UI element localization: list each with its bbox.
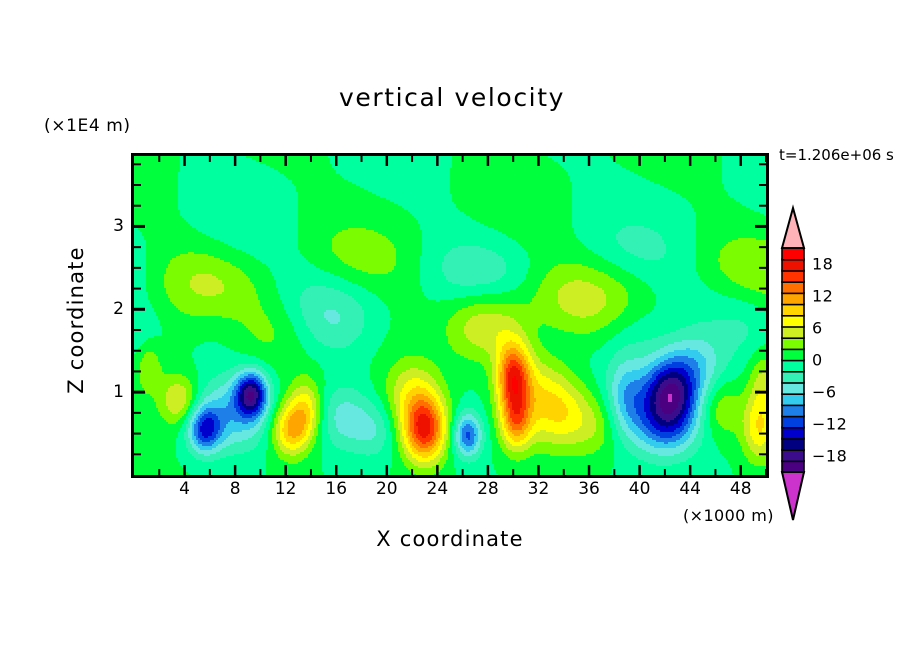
x-tick-label: 4 — [179, 479, 190, 499]
colorbar-band — [781, 269, 805, 283]
x-tick-label: 36 — [578, 479, 600, 499]
colorbar-band — [781, 359, 805, 373]
colorbar-band — [781, 437, 805, 451]
colorbar-band — [781, 370, 805, 384]
x-tick-label: 48 — [729, 479, 752, 499]
x-tick-label: 12 — [274, 479, 297, 499]
colorbar-band — [781, 258, 805, 272]
y-tick-label: 3 — [113, 216, 124, 237]
colorbar-band — [781, 336, 805, 351]
colorbar-band — [781, 280, 805, 295]
y-tick-label: 2 — [113, 299, 124, 320]
colorbar[interactable] — [780, 204, 806, 521]
x-tick-label: 28 — [477, 479, 499, 499]
colorbar-tick-label: 18 — [812, 254, 834, 274]
colorbar-band — [781, 392, 805, 407]
x-axis-unit-label: (×1000 m) — [683, 506, 774, 525]
colorbar-over-arrow — [780, 204, 806, 249]
colorbar-band — [781, 347, 805, 362]
x-tick-label: 16 — [325, 479, 348, 499]
x-tick-label: 44 — [679, 479, 701, 499]
x-tick-label: 24 — [426, 479, 449, 499]
timestamp-label: t=1.206e+06 s — [779, 146, 894, 164]
colorbar-band — [781, 459, 805, 474]
colorbar-band — [781, 291, 805, 306]
page-title: vertical velocity — [338, 83, 566, 112]
colorbar-tick-label: −18 — [812, 446, 848, 466]
colorbar-band — [781, 426, 805, 440]
colorbar-band — [781, 314, 805, 328]
axes-frame — [131, 153, 769, 478]
colorbar-band — [781, 325, 805, 339]
colorbar-tick-label: 12 — [812, 286, 834, 306]
colorbar-tick-label: −12 — [812, 414, 848, 434]
x-axis-title: X coordinate — [376, 527, 524, 551]
x-tick-label: 20 — [375, 479, 398, 499]
y-tick-labels: 1 2 3 — [96, 0, 124, 654]
x-tick-label: 32 — [527, 479, 550, 499]
colorbar-band — [781, 403, 805, 418]
colorbar-tick-label: 6 — [812, 318, 823, 338]
x-tick-label: 40 — [628, 479, 651, 499]
colorbar-tick-label: −6 — [812, 382, 837, 402]
x-tick-label: 8 — [229, 479, 241, 499]
z-axis-unit-label: (×1E4 m) — [44, 116, 131, 136]
colorbar-band — [781, 381, 805, 395]
colorbar-band — [781, 448, 805, 463]
colorbar-band — [781, 415, 805, 429]
colorbar-band — [781, 303, 805, 317]
colorbar-tick-label: 0 — [812, 350, 823, 370]
y-tick-label: 1 — [113, 382, 124, 403]
colorbar-band — [781, 247, 805, 261]
velocity-field — [134, 156, 766, 475]
colorbar-under-arrow — [780, 471, 806, 521]
